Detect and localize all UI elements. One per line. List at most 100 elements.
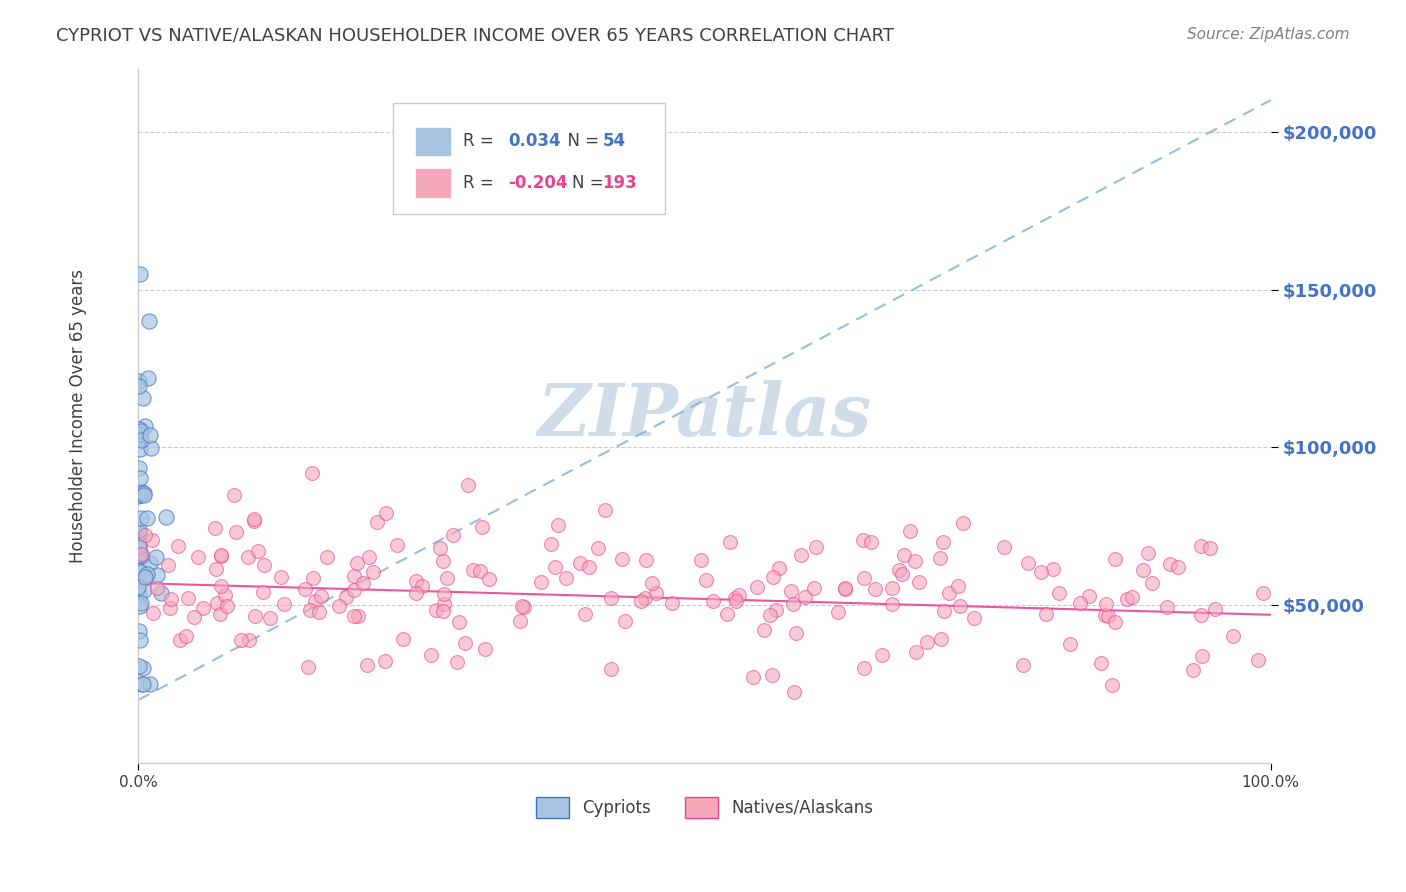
- Natives/Alaskans: [146, 581, 169, 595]
- Natives/Alaskans: [1101, 678, 1123, 692]
- Natives/Alaskans: [952, 516, 974, 531]
- Natives/Alaskans: [600, 591, 623, 606]
- Cypriots: [139, 427, 162, 442]
- Natives/Alaskans: [134, 527, 156, 541]
- Natives/Alaskans: [304, 594, 326, 608]
- Natives/Alaskans: [1097, 609, 1119, 624]
- Natives/Alaskans: [342, 582, 364, 597]
- Natives/Alaskans: [214, 588, 236, 602]
- Cypriots: [138, 371, 160, 385]
- Natives/Alaskans: [794, 590, 817, 604]
- Cypriots: [128, 540, 150, 554]
- Natives/Alaskans: [1090, 657, 1112, 671]
- Natives/Alaskans: [1159, 557, 1181, 571]
- Natives/Alaskans: [159, 601, 181, 615]
- Natives/Alaskans: [208, 607, 231, 621]
- Cypriots: [128, 599, 150, 613]
- Natives/Alaskans: [436, 571, 458, 585]
- Natives/Alaskans: [142, 607, 165, 621]
- Cypriots: [132, 488, 155, 502]
- Natives/Alaskans: [243, 511, 266, 525]
- Natives/Alaskans: [610, 552, 633, 566]
- Natives/Alaskans: [780, 583, 803, 598]
- Natives/Alaskans: [316, 549, 339, 564]
- Natives/Alaskans: [932, 604, 955, 618]
- Cypriots: [128, 426, 150, 441]
- Natives/Alaskans: [1116, 591, 1139, 606]
- Natives/Alaskans: [222, 488, 245, 502]
- Cypriots: [132, 677, 155, 691]
- Cypriots: [145, 550, 167, 565]
- Y-axis label: Householder Income Over 65 years: Householder Income Over 65 years: [69, 268, 87, 563]
- Natives/Alaskans: [419, 648, 441, 662]
- Cypriots: [128, 548, 150, 562]
- Natives/Alaskans: [225, 525, 247, 540]
- Natives/Alaskans: [131, 547, 153, 561]
- Natives/Alaskans: [865, 582, 887, 597]
- Natives/Alaskans: [1251, 585, 1274, 599]
- Natives/Alaskans: [783, 684, 806, 698]
- Text: R =: R =: [464, 174, 499, 192]
- Cypriots: [129, 488, 152, 502]
- Natives/Alaskans: [432, 604, 454, 618]
- Natives/Alaskans: [470, 564, 492, 578]
- Cypriots: [128, 431, 150, 445]
- Cypriots: [132, 485, 155, 500]
- Natives/Alaskans: [366, 515, 388, 529]
- Natives/Alaskans: [645, 586, 668, 600]
- Natives/Alaskans: [1035, 607, 1057, 621]
- Cypriots: [128, 374, 150, 388]
- Cypriots: [128, 632, 150, 647]
- Cypriots: [129, 442, 152, 457]
- Natives/Alaskans: [859, 535, 882, 549]
- Bar: [416, 128, 450, 155]
- Cypriots: [129, 511, 152, 525]
- Natives/Alaskans: [429, 541, 451, 555]
- Natives/Alaskans: [352, 575, 374, 590]
- Natives/Alaskans: [347, 609, 370, 624]
- Natives/Alaskans: [893, 548, 915, 562]
- Cypriots: [138, 314, 160, 328]
- Natives/Alaskans: [762, 570, 785, 584]
- Natives/Alaskans: [454, 636, 477, 650]
- Cypriots: [131, 677, 153, 691]
- Cypriots: [136, 510, 159, 524]
- Natives/Alaskans: [387, 538, 409, 552]
- Text: ZIPatlas: ZIPatlas: [537, 380, 872, 451]
- Natives/Alaskans: [209, 549, 232, 563]
- Natives/Alaskans: [887, 563, 910, 577]
- Text: N =: N =: [557, 132, 605, 151]
- Natives/Alaskans: [907, 574, 929, 589]
- Cypriots: [127, 489, 149, 503]
- Natives/Alaskans: [156, 558, 179, 572]
- Natives/Alaskans: [141, 533, 163, 547]
- Natives/Alaskans: [574, 607, 596, 621]
- Natives/Alaskans: [357, 549, 380, 564]
- Legend: Cypriots, Natives/Alaskans: Cypriots, Natives/Alaskans: [529, 790, 880, 824]
- Natives/Alaskans: [1189, 539, 1212, 553]
- Natives/Alaskans: [1199, 541, 1222, 555]
- Cypriots: [131, 485, 153, 500]
- Natives/Alaskans: [633, 591, 655, 606]
- Cypriots: [128, 471, 150, 485]
- Natives/Alaskans: [834, 581, 856, 595]
- Natives/Alaskans: [1042, 562, 1064, 576]
- Natives/Alaskans: [1017, 556, 1039, 570]
- Natives/Alaskans: [695, 573, 717, 587]
- Natives/Alaskans: [405, 586, 427, 600]
- Natives/Alaskans: [1104, 552, 1126, 566]
- Natives/Alaskans: [215, 599, 238, 614]
- Cypriots: [134, 583, 156, 598]
- Cypriots: [129, 596, 152, 610]
- Natives/Alaskans: [782, 597, 804, 611]
- Natives/Alaskans: [530, 575, 553, 590]
- Natives/Alaskans: [297, 660, 319, 674]
- Natives/Alaskans: [478, 572, 501, 586]
- Natives/Alaskans: [375, 506, 398, 520]
- Natives/Alaskans: [298, 602, 321, 616]
- Natives/Alaskans: [761, 668, 783, 682]
- Cypriots: [131, 565, 153, 579]
- Natives/Alaskans: [904, 645, 927, 659]
- Natives/Alaskans: [1247, 653, 1270, 667]
- Natives/Alaskans: [1094, 607, 1116, 622]
